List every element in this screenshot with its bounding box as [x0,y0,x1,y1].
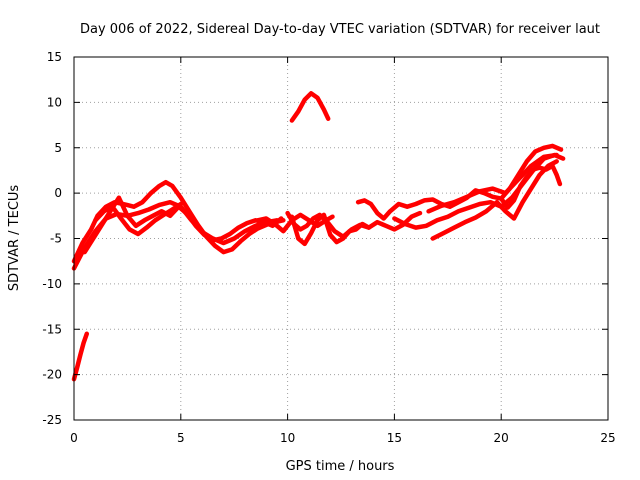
x-axis-label: GPS time / hours [286,459,395,474]
series-arc-midday-b [289,212,372,247]
data-series [71,91,566,382]
series-arc-afternoon-c [430,159,559,241]
series-arc-midday-c [285,210,335,232]
series-arc-morning-d [93,201,184,237]
x-tick-label: 0 [70,431,78,445]
y-tick-label: -10 [42,277,62,291]
y-tick-label: -5 [50,232,62,246]
y-tick-label: -15 [42,322,62,336]
y-tick-label: 5 [54,141,62,155]
y-tick-label: -25 [42,413,62,427]
y-tick-label: -20 [42,368,62,382]
series-arc-upper [289,91,331,123]
series-arc-afternoon-d [426,152,559,214]
y-tick-label: 15 [47,50,62,64]
series-arc-morning-a [71,179,286,264]
y-tick-label: 0 [54,186,62,200]
axis-ticks: 0 5 10 15 20 25 -25 -20 -15 -10 -5 0 5 10 15 [42,50,615,445]
x-tick-label: 20 [494,431,509,445]
x-tick-label: 5 [177,431,185,445]
series-arc-midday-a [255,210,423,239]
x-tick-label: 15 [387,431,402,445]
series-arc-late [498,163,563,210]
chart-title: Day 006 of 2022, Sidereal Day-to-day VTE… [80,22,600,37]
series-arc-afternoon-a [355,143,564,221]
series-arc-morning-c [82,195,284,255]
x-tick-label: 10 [280,431,295,445]
x-tick-label: 25 [600,431,615,445]
series-arc-early [71,331,90,382]
y-axis-label: SDTVAR / TECUs [7,185,22,292]
y-tick-label: 10 [47,95,62,109]
